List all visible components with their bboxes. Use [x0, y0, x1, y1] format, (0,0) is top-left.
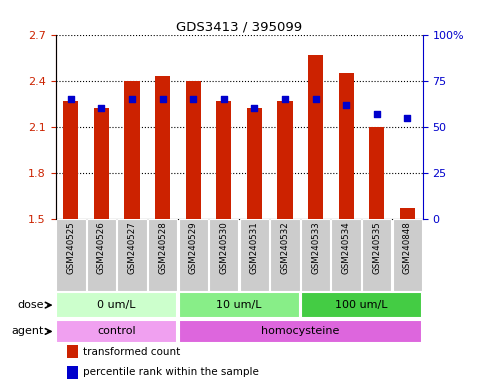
FancyBboxPatch shape: [117, 219, 147, 291]
Bar: [308, 55, 323, 219]
Bar: [155, 76, 170, 219]
Text: GSM240527: GSM240527: [128, 221, 137, 274]
Point: [342, 101, 350, 108]
FancyBboxPatch shape: [179, 219, 208, 291]
Bar: [369, 127, 384, 219]
Text: 0 um/L: 0 um/L: [98, 300, 136, 310]
Bar: [277, 101, 293, 219]
FancyBboxPatch shape: [87, 219, 116, 291]
Point: [312, 96, 319, 102]
Text: dose: dose: [17, 300, 44, 310]
Text: GSM240529: GSM240529: [189, 221, 198, 274]
Text: GSM240530: GSM240530: [219, 221, 228, 274]
FancyBboxPatch shape: [301, 219, 330, 291]
Point: [189, 96, 197, 102]
Point: [373, 111, 381, 117]
Point: [98, 105, 105, 111]
FancyBboxPatch shape: [148, 219, 177, 291]
Bar: [67, 345, 78, 358]
FancyBboxPatch shape: [56, 219, 85, 291]
Text: 100 um/L: 100 um/L: [335, 300, 388, 310]
Point: [67, 96, 75, 102]
Text: GSM240532: GSM240532: [281, 221, 289, 274]
FancyBboxPatch shape: [301, 292, 422, 318]
FancyBboxPatch shape: [179, 292, 299, 318]
FancyBboxPatch shape: [179, 320, 422, 343]
Point: [159, 96, 167, 102]
FancyBboxPatch shape: [393, 219, 422, 291]
Bar: [400, 208, 415, 219]
Text: percentile rank within the sample: percentile rank within the sample: [83, 367, 259, 377]
Bar: [339, 73, 354, 219]
Text: GSM240526: GSM240526: [97, 221, 106, 274]
Point: [128, 96, 136, 102]
Point: [251, 105, 258, 111]
FancyBboxPatch shape: [331, 219, 361, 291]
Text: GSM240535: GSM240535: [372, 221, 381, 274]
Text: GSM240534: GSM240534: [341, 221, 351, 274]
Title: GDS3413 / 395099: GDS3413 / 395099: [176, 20, 302, 33]
Text: GSM240528: GSM240528: [158, 221, 167, 274]
Bar: [216, 101, 231, 219]
Text: agent: agent: [12, 326, 44, 336]
Bar: [125, 81, 140, 219]
FancyBboxPatch shape: [270, 219, 299, 291]
Bar: [185, 81, 201, 219]
FancyBboxPatch shape: [56, 292, 177, 318]
FancyBboxPatch shape: [209, 219, 239, 291]
Text: GSM240531: GSM240531: [250, 221, 259, 274]
FancyBboxPatch shape: [56, 320, 177, 343]
Text: control: control: [98, 326, 136, 336]
Text: homocysteine: homocysteine: [261, 326, 340, 336]
Point: [220, 96, 227, 102]
FancyBboxPatch shape: [240, 219, 269, 291]
FancyBboxPatch shape: [362, 219, 391, 291]
Bar: [94, 108, 109, 219]
Bar: [67, 366, 78, 379]
Point: [281, 96, 289, 102]
Bar: [63, 101, 78, 219]
Bar: [247, 108, 262, 219]
Text: GSM240525: GSM240525: [66, 221, 75, 274]
Text: GSM240848: GSM240848: [403, 221, 412, 274]
Text: transformed count: transformed count: [83, 347, 180, 357]
Point: [403, 114, 411, 121]
Text: GSM240533: GSM240533: [311, 221, 320, 274]
Text: 10 um/L: 10 um/L: [216, 300, 262, 310]
